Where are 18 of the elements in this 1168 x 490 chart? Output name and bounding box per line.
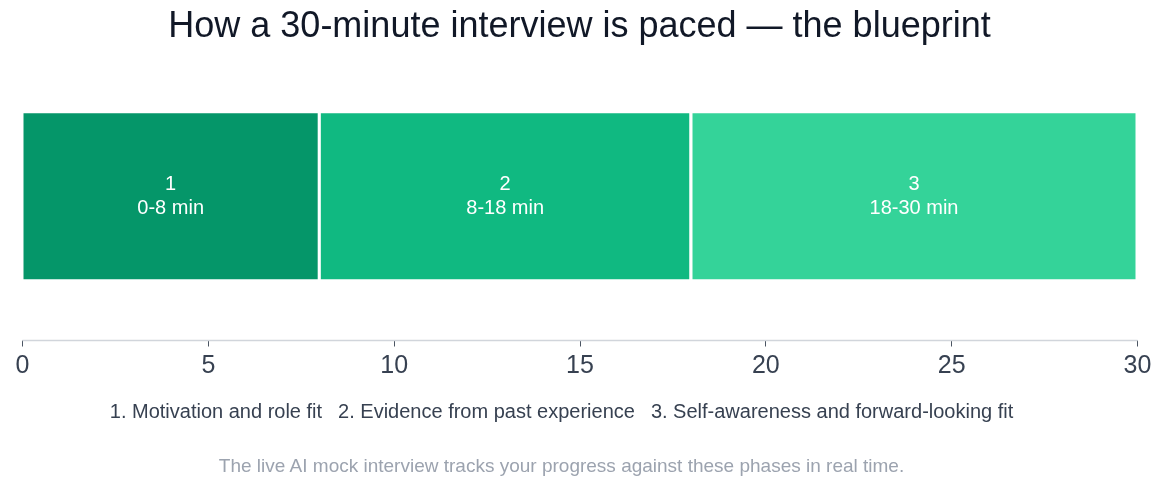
data-label: 18-30 min (869, 196, 959, 219)
text: The live AI mock interview tracks your progress against these phases in real time. (218, 455, 905, 476)
series-label: 3 (908, 172, 920, 195)
data-label: 0-8 min (137, 196, 205, 219)
x-tick-label: 5 (201, 349, 216, 378)
x-tick-label: 25 (937, 349, 966, 378)
text: 3. Self-awareness and forward-looking fit (650, 400, 1014, 422)
text: 1. Motivation and role fit (109, 400, 323, 422)
chart-title: How a 30-minute interview is paced — the blueprint (168, 4, 991, 45)
x-tick-label: 20 (751, 349, 780, 378)
x-tick-label: 0 (15, 349, 30, 378)
series-label: 2 (499, 172, 511, 195)
data-label: 8-18 min (466, 196, 545, 219)
x-tick-label: 30 (1123, 349, 1152, 378)
x-tick-label: 15 (566, 349, 594, 378)
x-tick-label: 10 (380, 349, 409, 378)
text: 2. Evidence from past experience (338, 400, 635, 422)
series-label: 1 (165, 172, 177, 195)
